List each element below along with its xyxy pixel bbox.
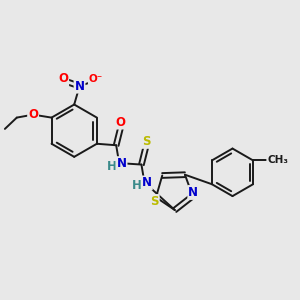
Text: O: O bbox=[58, 73, 68, 85]
Text: CH₃: CH₃ bbox=[267, 155, 288, 165]
Text: N: N bbox=[188, 186, 198, 199]
Text: O: O bbox=[28, 108, 38, 121]
Text: O⁻: O⁻ bbox=[89, 74, 103, 84]
Text: N: N bbox=[142, 176, 152, 190]
Text: S: S bbox=[142, 135, 150, 148]
Text: S: S bbox=[150, 195, 159, 208]
Text: H: H bbox=[132, 179, 142, 192]
Text: N: N bbox=[116, 157, 127, 170]
Text: N: N bbox=[75, 80, 85, 93]
Text: H: H bbox=[107, 160, 117, 172]
Text: O: O bbox=[116, 116, 126, 129]
